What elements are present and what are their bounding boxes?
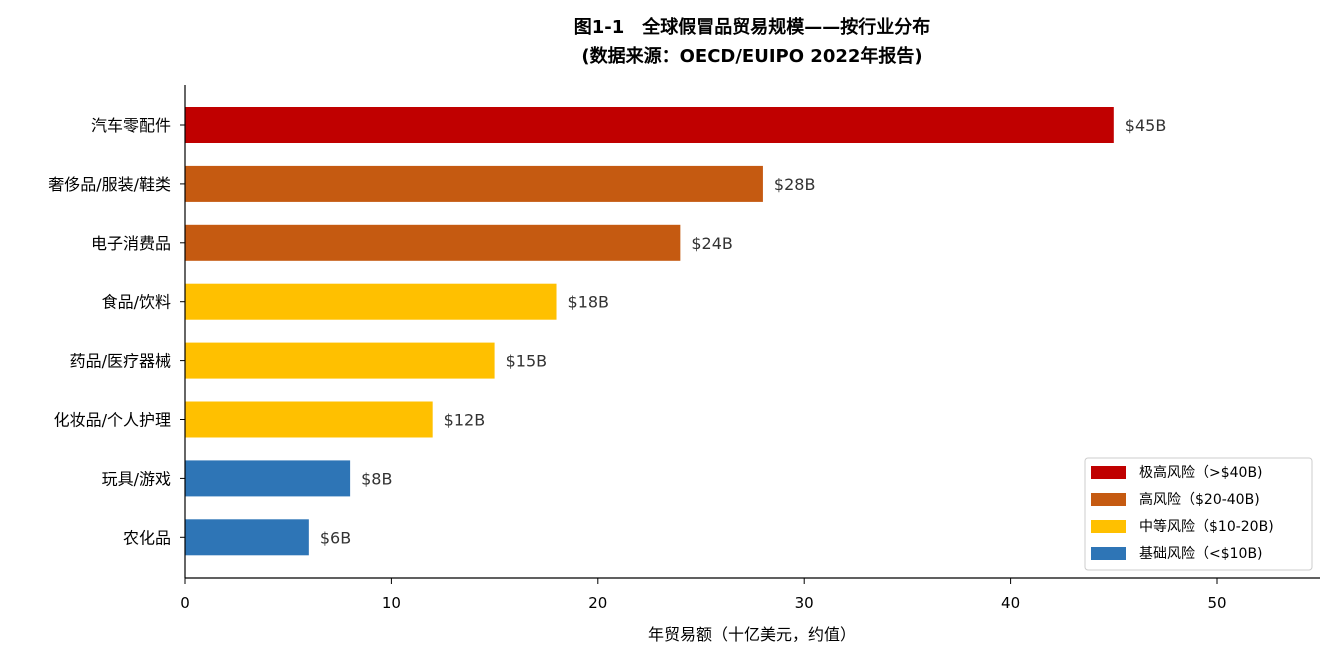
y-tick-label: 食品/饮料	[102, 293, 171, 312]
data-label: $28B	[774, 175, 816, 194]
bar	[185, 519, 309, 556]
x-tick-label: 50	[1207, 594, 1226, 612]
x-tick-label: 0	[180, 594, 190, 612]
y-tick-label: 奢侈品/服装/鞋类	[48, 175, 171, 194]
legend: 极高风险（>$40B) 高风险（$20-40B) 中等风险（$10-20B) 基础风险…	[1084, 457, 1313, 571]
x-tick-label: 10	[382, 594, 401, 612]
legend-swatch	[1091, 520, 1126, 533]
bar	[185, 460, 351, 497]
y-tick-label: 农化品	[123, 528, 171, 547]
chart-title: 图1-1 全球假冒品贸易规模——按行业分布	[574, 16, 931, 38]
data-label: $8B	[361, 469, 392, 488]
legend-swatch	[1091, 466, 1126, 479]
x-axis-label: 年贸易额（十亿美元，约值）	[648, 625, 856, 644]
data-label: $6B	[320, 528, 351, 547]
y-tick-label: 汽车零配件	[91, 116, 171, 135]
bar	[185, 283, 557, 320]
y-tick-label: 电子消费品	[91, 234, 171, 253]
data-label: $45B	[1125, 116, 1167, 135]
bar	[185, 165, 763, 202]
x-tick-label: 20	[588, 594, 607, 612]
data-label: $18B	[568, 293, 610, 312]
data-label: $15B	[506, 352, 548, 371]
bar	[185, 107, 1114, 143]
legend-label: 中等风险（$10-20B)	[1139, 518, 1274, 535]
y-tick-label: 药品/医疗器械	[70, 352, 171, 371]
chart-subtitle: (数据来源：OECD/EUIPO 2022年报告)	[581, 45, 922, 67]
legend-label: 基础风险（<$10B)	[1139, 545, 1263, 562]
legend-swatch	[1091, 493, 1126, 506]
x-tick-label: 40	[1001, 594, 1020, 612]
y-tick-label: 化妆品/个人护理	[54, 411, 171, 430]
bar	[185, 224, 681, 261]
legend-label: 高风险（$20-40B)	[1139, 491, 1260, 508]
legend-label: 极高风险（>$40B)	[1139, 464, 1263, 481]
legend-swatch	[1091, 547, 1126, 560]
data-label: $24B	[691, 234, 733, 253]
x-tick-label: 30	[795, 594, 814, 612]
bar	[185, 401, 433, 438]
data-label: $12B	[444, 411, 486, 430]
bar	[185, 342, 495, 379]
y-tick-label: 玩具/游戏	[102, 469, 171, 488]
